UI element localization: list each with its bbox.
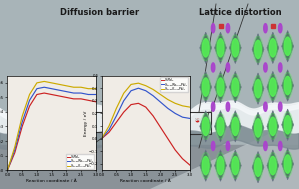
X-axis label: Reaction coordinate / Å: Reaction coordinate / Å <box>26 179 77 183</box>
Circle shape <box>269 117 276 136</box>
Polygon shape <box>282 70 294 101</box>
Polygon shape <box>215 111 226 142</box>
Circle shape <box>226 24 230 33</box>
Circle shape <box>217 156 224 175</box>
Polygon shape <box>282 148 294 180</box>
Circle shape <box>269 156 276 175</box>
Polygon shape <box>200 150 212 181</box>
Polygon shape <box>150 120 299 189</box>
Polygon shape <box>267 71 279 103</box>
Circle shape <box>226 141 230 151</box>
Polygon shape <box>229 150 241 181</box>
Circle shape <box>201 153 210 179</box>
Polygon shape <box>200 71 212 103</box>
Legend: CsPbI₃, Cs₀.₉₅Rb₀.₀₅PbI₃, Cs₀.₉₅K₀.₀₅PbI₃: CsPbI₃, Cs₀.₉₅Rb₀.₀₅PbI₃, Cs₀.₉₅K₀.₀₅PbI… <box>160 77 188 92</box>
Polygon shape <box>267 150 279 181</box>
Circle shape <box>232 117 239 136</box>
Circle shape <box>211 102 215 111</box>
Circle shape <box>268 35 278 61</box>
Polygon shape <box>215 150 226 181</box>
X-axis label: Reaction coordinate / Å: Reaction coordinate / Å <box>120 179 171 183</box>
Circle shape <box>216 35 225 61</box>
Polygon shape <box>252 112 264 144</box>
Circle shape <box>230 113 240 139</box>
Circle shape <box>226 63 230 72</box>
Circle shape <box>254 119 262 137</box>
Bar <box>183 112 211 134</box>
Circle shape <box>201 35 210 61</box>
Circle shape <box>211 141 215 151</box>
Polygon shape <box>229 111 241 142</box>
Circle shape <box>201 74 210 100</box>
Bar <box>88 112 140 132</box>
Circle shape <box>278 141 282 151</box>
Polygon shape <box>267 32 279 64</box>
Circle shape <box>230 153 240 179</box>
Circle shape <box>264 102 267 111</box>
Circle shape <box>211 24 215 33</box>
Circle shape <box>217 117 224 136</box>
Circle shape <box>253 115 263 141</box>
Circle shape <box>268 74 278 100</box>
Circle shape <box>253 76 263 102</box>
Polygon shape <box>282 31 294 62</box>
Circle shape <box>202 117 209 136</box>
Circle shape <box>283 33 292 59</box>
Circle shape <box>284 37 291 55</box>
Circle shape <box>268 113 278 139</box>
Circle shape <box>230 35 240 61</box>
Circle shape <box>264 24 267 33</box>
Circle shape <box>216 113 225 139</box>
Polygon shape <box>252 151 264 183</box>
Circle shape <box>254 158 262 176</box>
Circle shape <box>253 36 263 63</box>
Polygon shape <box>200 111 212 142</box>
Circle shape <box>232 39 239 57</box>
Circle shape <box>211 63 215 72</box>
Polygon shape <box>252 73 264 104</box>
Polygon shape <box>267 111 279 142</box>
Polygon shape <box>282 109 294 140</box>
Polygon shape <box>215 32 226 64</box>
Polygon shape <box>229 71 241 103</box>
Circle shape <box>202 156 209 175</box>
Circle shape <box>284 76 291 95</box>
Circle shape <box>284 116 291 134</box>
Circle shape <box>202 39 209 57</box>
Circle shape <box>253 154 263 180</box>
Circle shape <box>217 78 224 96</box>
Circle shape <box>254 80 262 98</box>
Y-axis label: Energy / eV: Energy / eV <box>84 110 88 136</box>
Circle shape <box>202 78 209 96</box>
Circle shape <box>278 63 282 72</box>
Circle shape <box>254 40 262 59</box>
Text: Diffusion barrier: Diffusion barrier <box>60 8 140 17</box>
Circle shape <box>232 156 239 175</box>
Legend: CsPbI₃, Cs₀.₉₅Rb₀.₀₅PbI₃, Cs₀.₉₅K₀.₀₅PbI₃: CsPbI₃, Cs₀.₉₅Rb₀.₀₅PbI₃, Cs₀.₉₅K₀.₀₅PbI… <box>66 154 94 169</box>
Circle shape <box>283 151 292 177</box>
Circle shape <box>217 39 224 57</box>
Text: Lattice distortion: Lattice distortion <box>199 8 281 17</box>
Circle shape <box>278 102 282 111</box>
Circle shape <box>230 74 240 100</box>
Circle shape <box>226 102 230 111</box>
Circle shape <box>269 78 276 96</box>
Circle shape <box>268 153 278 179</box>
Polygon shape <box>215 71 226 103</box>
Circle shape <box>232 78 239 96</box>
Circle shape <box>216 153 225 179</box>
Circle shape <box>278 24 282 33</box>
Circle shape <box>269 39 276 57</box>
Circle shape <box>264 63 267 72</box>
Polygon shape <box>252 34 264 65</box>
Circle shape <box>283 72 292 99</box>
Circle shape <box>201 113 210 139</box>
Circle shape <box>284 155 291 173</box>
Polygon shape <box>200 32 212 64</box>
Circle shape <box>216 74 225 100</box>
Polygon shape <box>229 32 241 64</box>
Circle shape <box>264 141 267 151</box>
Circle shape <box>283 112 292 138</box>
